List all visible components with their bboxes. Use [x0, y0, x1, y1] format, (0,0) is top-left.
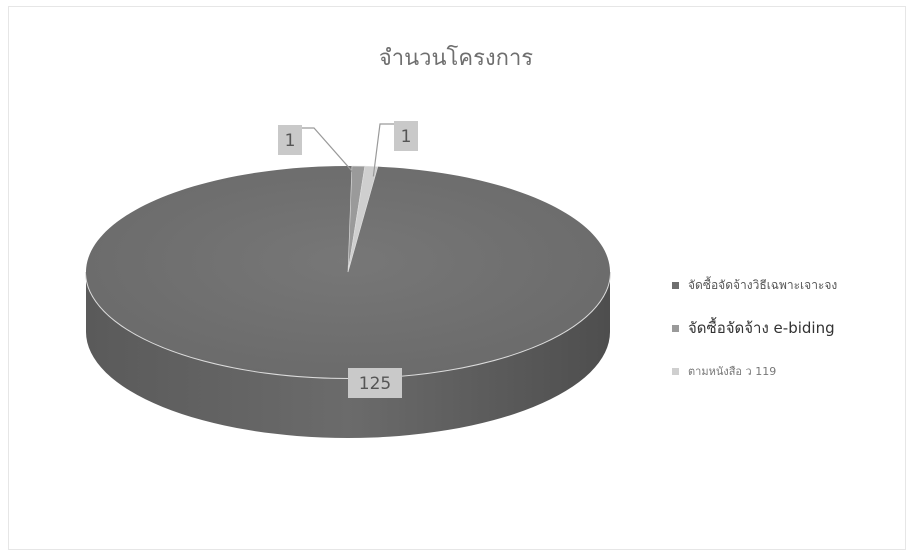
leader-line-1 [302, 127, 357, 177]
legend-swatch-2 [672, 367, 679, 375]
data-label-0: 125 [359, 374, 391, 394]
pie-slice-2 [347, 165, 379, 273]
data-label-box-1 [278, 125, 302, 155]
data-label-1: 1 [285, 131, 296, 151]
legend-swatch-0 [672, 281, 679, 289]
legend-label-0: จัดซื้อจัดจ้างวิธีเฉพาะเจาะจง [688, 277, 838, 292]
data-label-2: 1 [401, 127, 412, 147]
legend: จัดซื้อจัดจ้างวิธีเฉพาะเจาะจง จัดซื้อจัด… [672, 272, 837, 401]
legend-item: ตามหนังสือ ว 119 [672, 358, 837, 384]
legend-item: จัดซื้อจัดจ้างวิธีเฉพาะเจาะจง [672, 272, 837, 298]
data-label-box-0 [348, 368, 402, 398]
legend-label-2: ตามหนังสือ ว 119 [688, 365, 777, 378]
chart-title: จำนวนโครงการ [378, 46, 534, 71]
data-label-box-2 [394, 121, 418, 151]
leader-line-2 [372, 123, 394, 177]
pie-side-wall [86, 272, 610, 438]
legend-item: จัดซื้อจัดจ้าง e-biding [672, 315, 837, 341]
legend-label-1: จัดซื้อจัดจ้าง e-biding [688, 319, 835, 337]
legend-swatch-1 [672, 324, 679, 332]
